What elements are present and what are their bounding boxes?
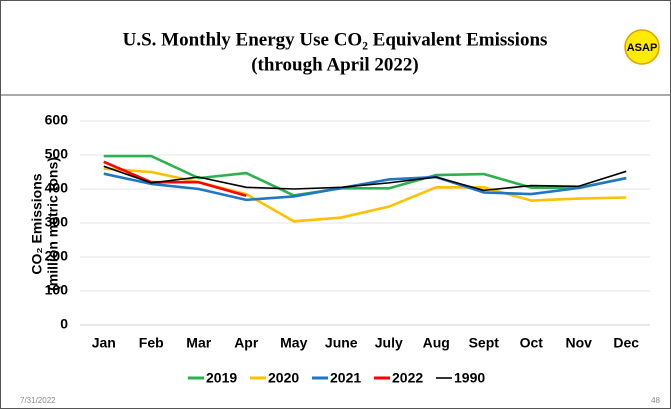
y-tick-label: 500 <box>45 146 69 162</box>
x-tick-label: Oct <box>520 335 544 351</box>
series-line <box>103 160 247 198</box>
x-tick-label: Nov <box>566 335 593 351</box>
y-tick-label: 0 <box>60 316 68 332</box>
legend-label: 2020 <box>268 370 299 386</box>
series-line <box>103 154 627 197</box>
y-axis-label: (million metric tons) <box>45 157 61 291</box>
x-tick-label: Dec <box>613 335 639 351</box>
x-tick-label: June <box>325 335 358 351</box>
x-tick-label: Jan <box>92 335 116 351</box>
series-line <box>103 167 627 223</box>
x-tick-label: May <box>280 335 307 351</box>
x-tick-label: Mar <box>186 335 211 351</box>
x-tick-label: Feb <box>139 335 164 351</box>
chart-subtitle: (through April 2022) <box>251 54 419 75</box>
y-tick-label: 100 <box>45 282 69 298</box>
legend-label: 2019 <box>206 370 237 386</box>
x-tick-label: Sept <box>469 335 500 351</box>
legend-label: 2022 <box>392 370 423 386</box>
footer-date: 7/31/2022 <box>20 396 56 405</box>
badge <box>624 29 660 65</box>
badge-label: ASAP <box>627 42 658 54</box>
x-tick-label: July <box>375 335 403 351</box>
legend-label: 2021 <box>330 370 361 386</box>
y-axis-label: CO₂ Emissions <box>29 173 45 274</box>
page-number: 48 <box>651 396 660 405</box>
y-tick-label: 400 <box>45 180 69 196</box>
y-tick-label: 200 <box>45 248 69 264</box>
y-tick-label: 300 <box>45 214 69 230</box>
chart-title: U.S. Monthly Energy Use CO₂ Equivalent E… <box>123 29 548 50</box>
series-line <box>103 165 627 192</box>
x-tick-label: Apr <box>234 335 259 351</box>
y-tick-label: 600 <box>45 112 69 128</box>
legend-label: 1990 <box>454 370 485 386</box>
x-tick-label: Aug <box>423 335 450 351</box>
series-line <box>103 172 627 202</box>
